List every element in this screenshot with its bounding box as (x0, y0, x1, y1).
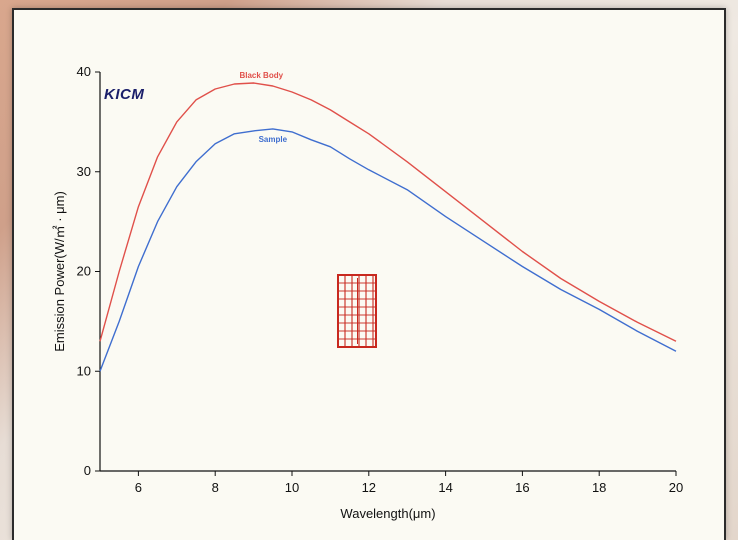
y-tick-label: 10 (77, 363, 91, 378)
sample-label: Sample (259, 135, 288, 144)
brand-label: KICM (104, 86, 145, 103)
y-tick-label: 20 (77, 264, 91, 279)
y-axis-title: Emission Power(W/㎡ · μm) (52, 191, 67, 352)
series-labels: Black Body Sample (239, 71, 287, 144)
x-tick-label: 10 (285, 480, 299, 495)
sample-line (99, 128, 677, 372)
x-tick-label: 8 (212, 480, 219, 495)
ticks: 0 10 20 30 40 6 8 10 12 14 16 18 20 (77, 64, 684, 495)
black-body-line (99, 82, 677, 342)
black-body-label: Black Body (239, 71, 283, 80)
series-lines (99, 82, 677, 372)
red-seal-stamp (337, 274, 377, 348)
axes (99, 72, 676, 472)
y-tick-label: 0 (84, 463, 91, 478)
x-tick-label: 14 (438, 480, 452, 495)
y-tick-label: 30 (77, 164, 91, 179)
x-tick-label: 6 (135, 480, 142, 495)
x-tick-label: 18 (592, 480, 606, 495)
x-tick-label: 20 (669, 480, 683, 495)
x-tick-label: 12 (362, 480, 376, 495)
x-axis-title: Wavelength(μm) (340, 506, 435, 521)
y-tick-label: 40 (77, 64, 91, 79)
x-tick-label: 16 (515, 480, 529, 495)
